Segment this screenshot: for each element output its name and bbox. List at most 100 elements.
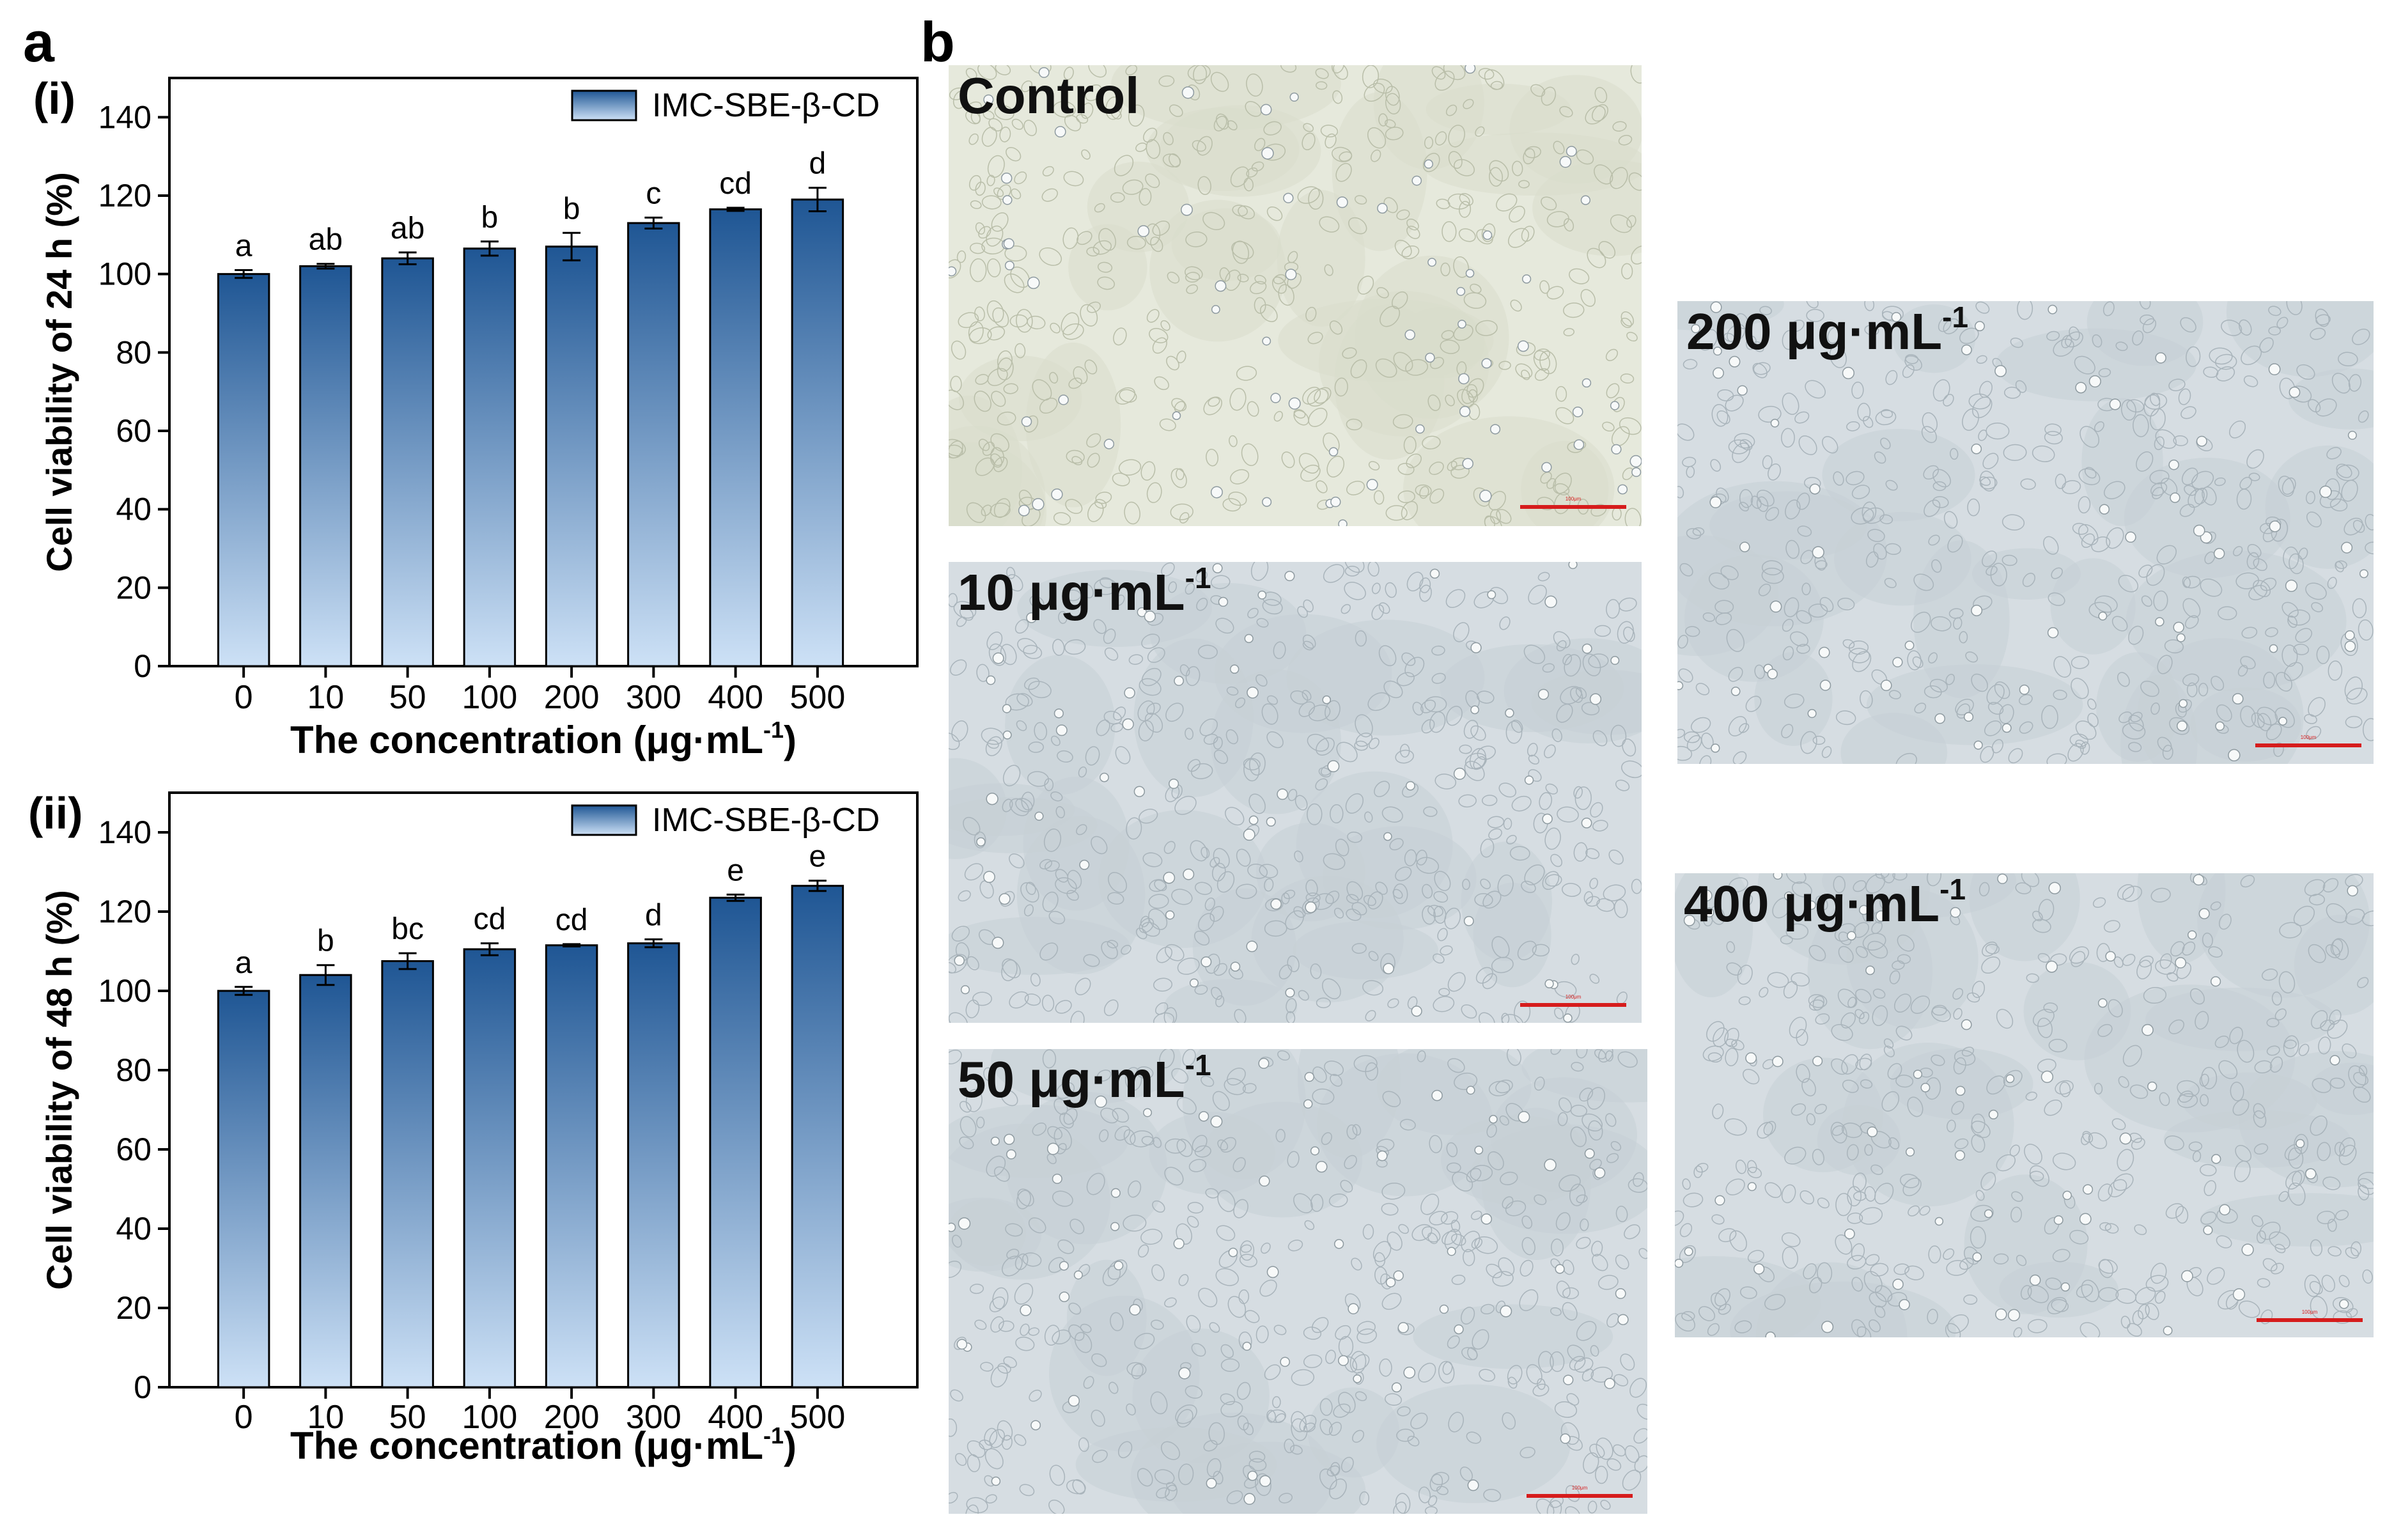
cell-outline [1119, 389, 1137, 403]
cell-outline [2208, 946, 2223, 958]
round-cell [1026, 612, 1038, 623]
cell-outline [2241, 345, 2262, 366]
cell-outline [1006, 1248, 1020, 1259]
cell-outline [1602, 421, 1615, 432]
round-cell [1338, 1355, 1349, 1366]
round-cell [1541, 462, 1552, 473]
cell-outline [1996, 1009, 2014, 1029]
cell-outline [1695, 1163, 1709, 1173]
cell-outline [1523, 148, 1535, 164]
cell-outline [2173, 435, 2188, 446]
y-tick-label: 60 [116, 413, 152, 449]
round-cell [1377, 1150, 1388, 1162]
round-cell [1466, 1085, 1475, 1095]
round-cell [1961, 344, 1972, 355]
cell-outline [1851, 1319, 1867, 1337]
cell-outline [1521, 1237, 1535, 1256]
cell-outline [1633, 1428, 1647, 1444]
cell-outline [1761, 567, 1784, 584]
cell-outline [990, 433, 1009, 452]
cell-outline [2238, 1300, 2260, 1318]
round-cell [1259, 1175, 1270, 1187]
cell-outline [969, 258, 987, 283]
y-tick-label: 120 [98, 894, 152, 929]
cell-outline [1546, 211, 1569, 228]
cell-outline [2329, 1077, 2345, 1089]
cell-outline [2071, 678, 2089, 699]
cell-outline [984, 1427, 998, 1446]
cell-outline [1422, 905, 1436, 925]
cell-outline [1853, 880, 1867, 892]
cell-outline [1044, 1325, 1061, 1346]
cell-outline [1540, 471, 1552, 484]
y-tick-label: 0 [134, 648, 152, 684]
cell-colony [1822, 873, 2016, 919]
cell-outline [965, 68, 977, 80]
cell-outline [1801, 1078, 1816, 1097]
cell-outline [1980, 476, 1998, 490]
cell-outline [1473, 756, 1486, 770]
cell-outline [2345, 715, 2363, 729]
cell-outline [1020, 882, 1039, 903]
cell-outline [1082, 584, 1094, 598]
cell-outline [1433, 996, 1455, 1013]
cell-outline [1176, 468, 1185, 481]
cell-outline [1815, 895, 1828, 910]
cell-outline [1571, 1062, 1584, 1072]
cell-outline [2218, 1060, 2238, 1080]
cell-outline [1580, 289, 1596, 307]
cell-outline [2270, 1263, 2284, 1275]
round-cell [1303, 1099, 1313, 1109]
cell-outline [1446, 705, 1463, 726]
cell-outline [2075, 740, 2087, 749]
round-cell [1051, 488, 1063, 501]
cell-outline [1091, 836, 1108, 855]
cell-outline [2365, 513, 2374, 531]
cell-outline [1171, 1068, 1189, 1084]
cell-outline [2080, 742, 2090, 755]
cell-outline [949, 1418, 958, 1437]
cell-outline [2075, 720, 2097, 740]
cell-outline [1266, 731, 1284, 749]
cell-outline [1702, 1045, 1724, 1062]
cell-outline [1174, 795, 1197, 815]
cell-outline [1329, 320, 1343, 335]
cell-outline [2235, 1144, 2252, 1162]
cell-outline [1879, 514, 1893, 524]
round-cell [1261, 147, 1274, 160]
significance-letter: a [235, 946, 253, 980]
cell-outline [1948, 608, 1964, 619]
cell-outline [1399, 1119, 1416, 1131]
cell-outline [2138, 1303, 2150, 1319]
cell-outline [1088, 65, 1107, 78]
round-cell [2147, 1081, 2157, 1092]
cell-outline [1551, 1238, 1564, 1257]
cell-outline [1163, 132, 1174, 146]
cell-outline [2179, 1090, 2193, 1103]
cell-outline [1864, 1186, 1876, 1202]
round-cell [1489, 424, 1501, 435]
cell-outline [1211, 986, 1222, 1000]
cell-outline [2003, 386, 2021, 399]
cell-outline [1291, 1411, 1307, 1433]
cell-outline [1867, 940, 1888, 959]
cell-outline [2352, 1086, 2371, 1103]
cell-outline [1378, 113, 1388, 127]
cell-outline [2178, 388, 2191, 405]
cell-outline [1712, 1103, 1724, 1119]
cell-outline [1371, 604, 1385, 620]
cell-outline [1048, 1257, 1065, 1273]
cell-outline [1103, 999, 1119, 1016]
cell-outline [1902, 364, 1915, 378]
cell-outline [1872, 988, 1886, 999]
cell-outline [974, 306, 985, 322]
cell-outline [1817, 1197, 1830, 1209]
cell-outline [1675, 1312, 1695, 1332]
cell-outline [1029, 595, 1045, 609]
cell-outline [1796, 492, 1810, 510]
round-cell [1439, 1304, 1449, 1314]
cell-outline [1273, 410, 1283, 422]
cell-outline [1224, 1078, 1246, 1096]
cell-outline [1023, 904, 1034, 917]
cell-outline [1240, 1240, 1255, 1261]
